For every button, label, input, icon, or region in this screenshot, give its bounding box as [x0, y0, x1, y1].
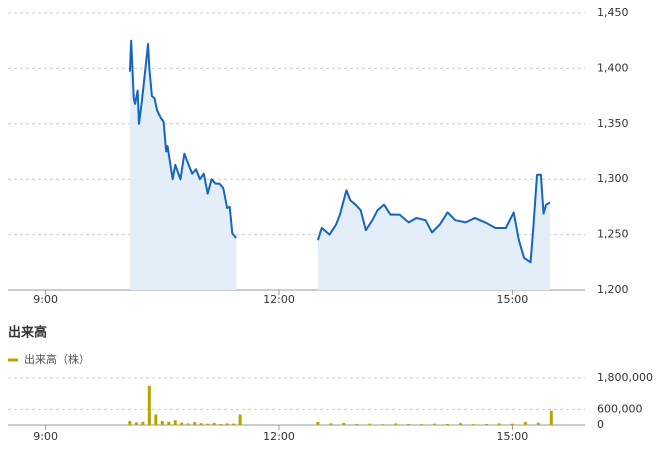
volume-bar [238, 414, 242, 425]
chart-title: 出来高 [8, 325, 47, 341]
y-tick-label: 1,800,000 [597, 371, 653, 384]
volume-bar [329, 423, 333, 425]
volume-bar [407, 423, 411, 425]
volume-bar [232, 423, 236, 425]
volume-bar [147, 385, 151, 425]
x-tick-label: 15:00 [497, 430, 529, 443]
volume-bar [381, 424, 385, 425]
volume-bar [497, 423, 501, 425]
x-tick-label: 9:00 [33, 430, 58, 443]
volume-bar [206, 423, 210, 425]
volume-bar [549, 410, 553, 425]
volume-bar [536, 422, 540, 425]
volume-bar [186, 423, 190, 425]
area-fill [317, 174, 550, 290]
volume-bar [141, 421, 145, 425]
volume-bar [420, 424, 424, 425]
volume-bar [180, 422, 184, 425]
volume-bar [433, 423, 437, 425]
volume-bar [316, 421, 320, 425]
volume-bar [173, 420, 177, 425]
x-tick-label: 15:00 [497, 293, 529, 306]
volume-bar [394, 423, 398, 425]
volume-bar [342, 422, 346, 425]
y-tick-label: 1,300 [597, 172, 629, 185]
y-tick-label: 1,350 [597, 117, 629, 130]
volume-bar [212, 422, 216, 425]
volume-bar [160, 421, 164, 425]
volume-bar [355, 423, 359, 425]
volume-bar [510, 423, 514, 425]
volume-bar [219, 423, 223, 425]
y-tick-label: 1,250 [597, 228, 629, 241]
y-tick-label: 1,200 [597, 283, 629, 296]
volume-bar [128, 421, 132, 425]
volume-bar [134, 422, 138, 425]
x-tick-label: 12:00 [263, 430, 295, 443]
x-tick-label: 12:00 [263, 293, 295, 306]
volume-bar [523, 421, 527, 425]
y-tick-label: 600,000 [597, 402, 643, 415]
volume-bar [225, 423, 229, 425]
legend-label: 出来高（株） [24, 352, 90, 366]
price-line [128, 39, 551, 264]
volume-bar [484, 423, 488, 425]
x-tick-label: 9:00 [33, 293, 58, 306]
volume-bar [368, 423, 372, 425]
y-tick-label: 1,400 [597, 61, 629, 74]
y-tick-label: 0 [597, 418, 604, 431]
volume-bar [167, 421, 171, 425]
volume-bar [446, 423, 450, 425]
volume-bar [471, 424, 475, 425]
volume-bar [199, 423, 203, 425]
volume-bar [193, 422, 197, 425]
y-tick-label: 1,450 [597, 6, 629, 19]
volume-bar [154, 414, 158, 425]
volume-bar [459, 423, 463, 425]
